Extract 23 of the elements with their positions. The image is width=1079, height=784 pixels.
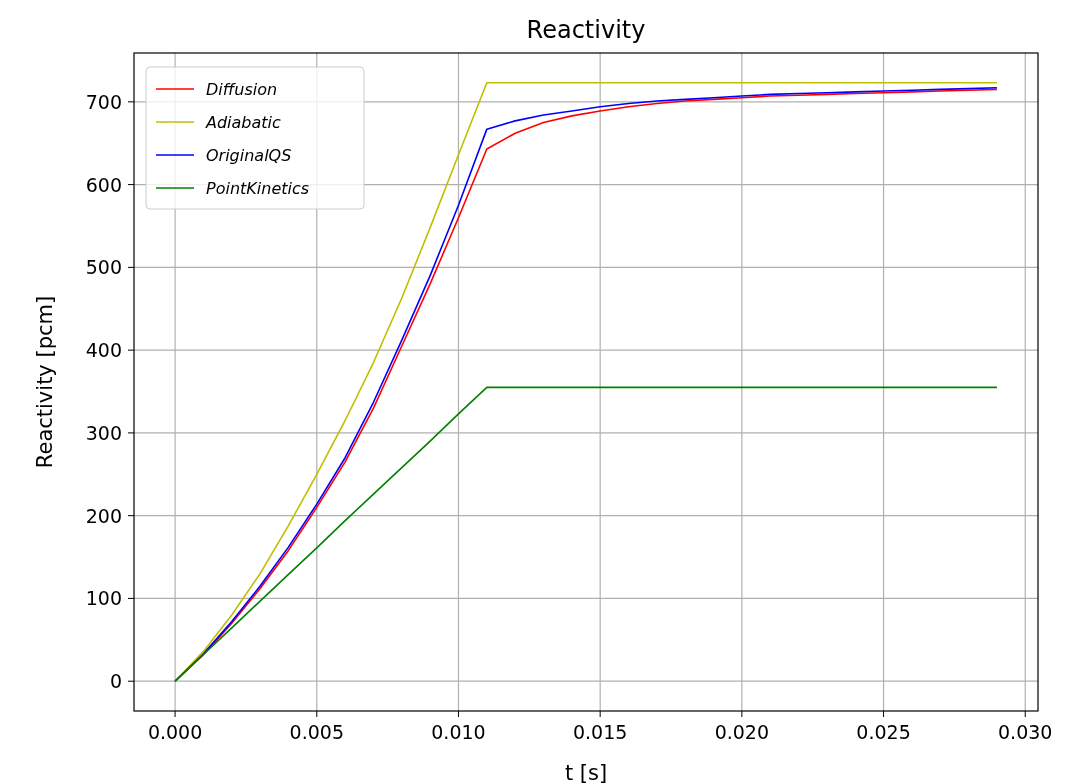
y-tick-label: 300	[85, 421, 122, 444]
y-tick-label: 0	[109, 670, 122, 693]
x-axis-title: t [s]	[564, 761, 608, 784]
x-tick-label: 0.030	[998, 721, 1053, 743]
line-series	[174, 386, 998, 682]
legend-label: PointKinetics	[206, 179, 310, 198]
chart-title: Reactivity	[526, 16, 646, 44]
legend-label: Adiabatic	[205, 113, 282, 132]
y-tick-label: 400	[85, 339, 122, 362]
y-tick-label: 100	[85, 587, 122, 610]
y-tick-label: 200	[85, 504, 122, 527]
x-tick-label: 0.025	[856, 721, 911, 743]
x-tick-label: 0.015	[572, 721, 628, 743]
x-tick-label: 0.010	[431, 721, 486, 743]
y-tick-label: 500	[85, 256, 122, 279]
legend-label: Diffusion	[206, 80, 278, 99]
y-tick-label: 700	[85, 90, 122, 113]
legend-label: OriginalQS	[206, 146, 292, 165]
x-tick-label: 0.000	[147, 721, 203, 743]
x-tick-label: 0.020	[714, 721, 770, 743]
x-tick-label: 0.005	[289, 721, 344, 743]
y-tick-label: 600	[85, 173, 122, 196]
y-axis-title: Reactivity [pcm]	[33, 295, 57, 469]
